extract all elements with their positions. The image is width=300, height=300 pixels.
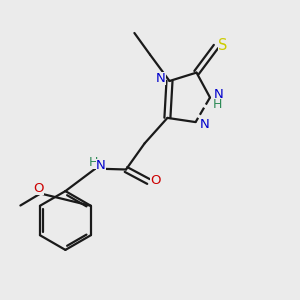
Text: N: N [200,118,209,131]
Text: O: O [34,182,44,195]
Text: H: H [88,155,98,169]
Text: N: N [156,71,166,85]
Text: N: N [214,88,223,101]
Text: H: H [213,98,223,112]
Text: O: O [150,174,160,187]
Text: S: S [218,38,227,52]
Text: N: N [96,159,106,172]
